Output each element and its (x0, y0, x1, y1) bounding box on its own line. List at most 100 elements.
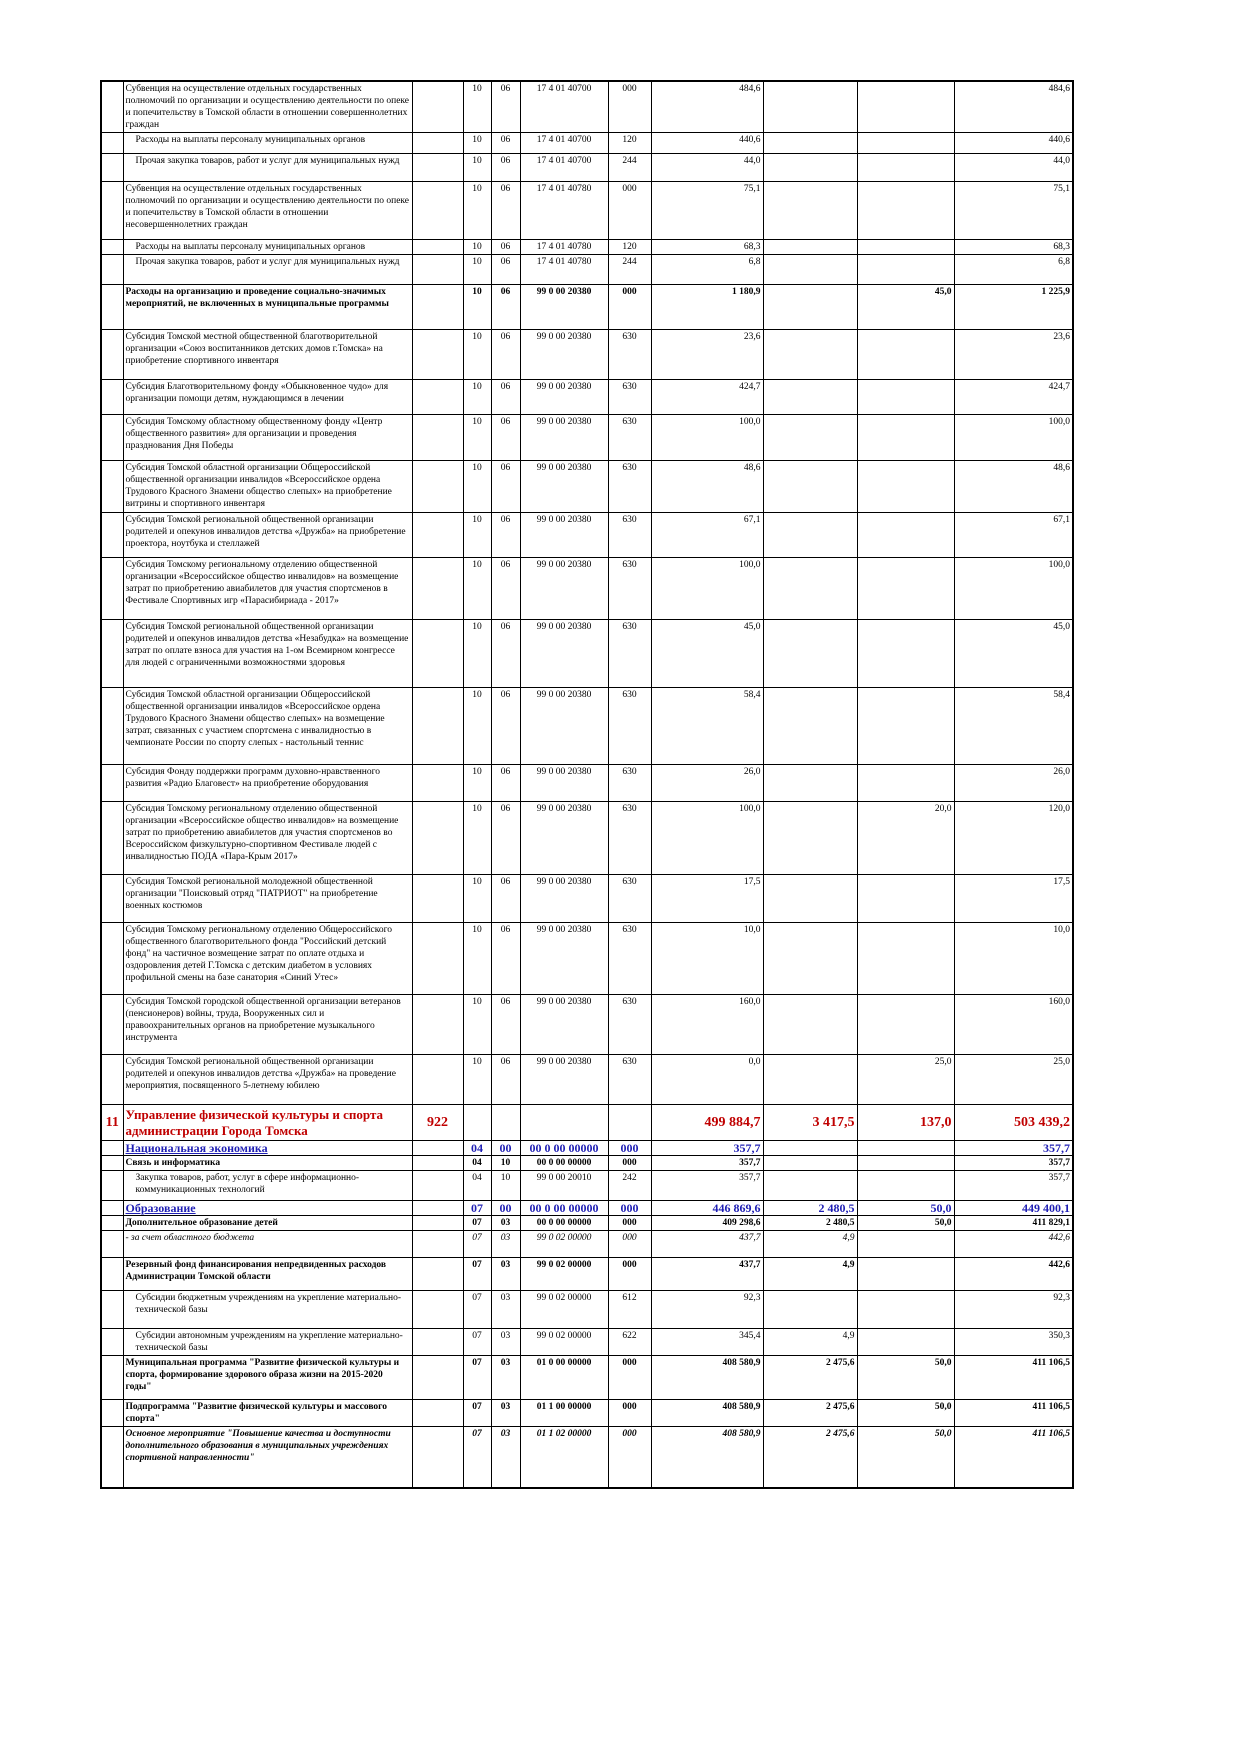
target-code: 17 4 01 40780 (519, 254, 609, 285)
item-name: Субсидия Фонду поддержки программ духовн… (122, 764, 413, 802)
target-code: 99 0 00 20380 (519, 687, 609, 765)
admin-code (411, 1155, 464, 1171)
section: 07 (462, 1328, 492, 1356)
amount: 2 475,6 (762, 1399, 858, 1427)
number (100, 132, 124, 154)
total: 411 106,5 (953, 1355, 1074, 1400)
total: 411 829,1 (953, 1215, 1074, 1231)
item-name: Закупка товаров, работ, услуг в сфере ин… (122, 1170, 413, 1201)
number (100, 239, 124, 255)
subsection: 10 (490, 1170, 521, 1201)
number (100, 1054, 124, 1105)
section: 07 (462, 1257, 492, 1291)
total: 44,0 (953, 153, 1074, 182)
item-name: Субсидия Благотворительному фонду «Обыкн… (122, 379, 413, 415)
item-name: Субсидия Томскому региональному отделени… (122, 922, 413, 995)
item-name: Субсидия Томской региональной общественн… (122, 1054, 413, 1105)
amount: 437,7 (650, 1230, 764, 1258)
amount (762, 284, 858, 330)
amount: 499 884,7 (650, 1104, 764, 1141)
table-row: Расходы на выплаты персоналу муниципальн… (100, 132, 1074, 154)
amount: 48,6 (650, 460, 764, 513)
table-row: Подпрограмма "Развитие физической культу… (100, 1399, 1074, 1427)
total: 100,0 (953, 557, 1074, 620)
amount: 409 298,6 (650, 1215, 764, 1231)
table-row: Субсидия Томской региональной общественн… (100, 619, 1074, 688)
item-name: Субсидия Томской региональной общественн… (122, 512, 413, 558)
total: 357,7 (953, 1140, 1074, 1156)
expense-type: 630 (607, 801, 652, 875)
section: 10 (462, 329, 492, 380)
expense-type: 630 (607, 557, 652, 620)
expense-type: 630 (607, 687, 652, 765)
section: 04 (462, 1155, 492, 1171)
total: 67,1 (953, 512, 1074, 558)
expense-type: 120 (607, 132, 652, 154)
total: 26,0 (953, 764, 1074, 802)
total: 424,7 (953, 379, 1074, 415)
target-code: 99 0 00 20010 (519, 1170, 609, 1201)
amount: 357,7 (650, 1140, 764, 1156)
admin-code (411, 1399, 464, 1427)
expense-type: 000 (607, 80, 652, 133)
amount (762, 764, 858, 802)
section: 10 (462, 874, 492, 923)
expense-type: 244 (607, 153, 652, 182)
item-name: Субвенция на осуществление отдельных гос… (122, 181, 413, 240)
amount (762, 1290, 858, 1329)
total: 350,3 (953, 1328, 1074, 1356)
amount (856, 512, 955, 558)
expense-type: 630 (607, 994, 652, 1055)
total: 449 400,1 (953, 1200, 1074, 1216)
subsection: 06 (490, 414, 521, 461)
section: 07 (462, 1355, 492, 1400)
amount: 100,0 (650, 414, 764, 461)
amount (762, 1155, 858, 1171)
amount (856, 254, 955, 285)
amount (762, 512, 858, 558)
admin-code (411, 379, 464, 415)
number (100, 460, 124, 513)
target-code: 99 0 00 20380 (519, 994, 609, 1055)
table-row: Субсидия Томской региональной общественн… (100, 1054, 1074, 1105)
expense-type: 630 (607, 379, 652, 415)
subsection: 03 (490, 1426, 521, 1488)
admin-code (411, 512, 464, 558)
number (100, 687, 124, 765)
item-name: Субсидия Томской региональной общественн… (122, 619, 413, 688)
amount (856, 619, 955, 688)
item-name: - за счет областного бюджета (122, 1230, 413, 1258)
amount (856, 1155, 955, 1171)
subsection: 06 (490, 1054, 521, 1105)
admin-code (411, 557, 464, 620)
number (100, 512, 124, 558)
number (100, 1230, 124, 1258)
amount (856, 80, 955, 133)
amount (856, 1257, 955, 1291)
table-row: Дополнительное образование детей 07 03 00 0… (100, 1215, 1074, 1231)
subsection: 06 (490, 329, 521, 380)
amount (856, 1230, 955, 1258)
target-code: 99 0 00 20380 (519, 764, 609, 802)
subsection: 06 (490, 284, 521, 330)
number (100, 1355, 124, 1400)
admin-code (411, 460, 464, 513)
target-code: 99 0 00 20380 (519, 329, 609, 380)
admin-code (411, 239, 464, 255)
item-name: Субсидия Томской областной организации О… (122, 460, 413, 513)
amount: 3 417,5 (762, 1104, 858, 1141)
item-name: Управление физической культуры и спорта … (122, 1104, 413, 1141)
amount: 484,6 (650, 80, 764, 133)
table-body: Субвенция на осуществление отдельных гос… (100, 80, 1074, 1488)
subsection: 06 (490, 379, 521, 415)
subsection: 06 (490, 132, 521, 154)
amount: 408 580,9 (650, 1426, 764, 1488)
amount: 357,7 (650, 1170, 764, 1201)
expense-type: 000 (607, 1355, 652, 1400)
table-row: Резервный фонд финансирования непредвиде… (100, 1257, 1074, 1291)
target-code: 99 0 02 00000 (519, 1290, 609, 1329)
item-name: Образование (122, 1200, 413, 1216)
amount: 2 475,6 (762, 1426, 858, 1488)
admin-code (411, 1257, 464, 1291)
